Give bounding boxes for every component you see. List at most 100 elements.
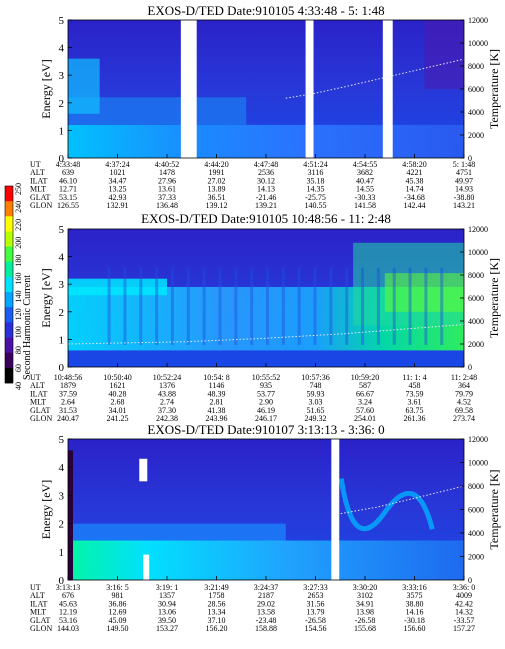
orbit-cell: 3116	[308, 168, 324, 177]
orbit-cell: 13.89	[208, 185, 226, 194]
orbit-cell: 13.79	[307, 608, 325, 617]
orbit-cell: 13.34	[208, 608, 226, 617]
heatmap-streak	[297, 267, 301, 345]
heatmap-streak	[266, 267, 269, 345]
orbit-cell: 639	[62, 168, 74, 177]
orbit-table: UTALTILATMLTGLATGLON10:48:56187937.592.6…	[30, 373, 477, 423]
orbit-cell: 35.18	[307, 176, 325, 185]
orbit-cell: 41.38	[208, 406, 226, 415]
y-tick-label: 5	[59, 434, 65, 446]
orbit-cell: 30.94	[158, 599, 176, 608]
heatmap-streak	[329, 267, 333, 345]
y-tick-label: 3	[59, 490, 65, 502]
orbit-cell: 153.27	[156, 624, 178, 633]
orbit-cell: 157.27	[453, 624, 475, 633]
orbit-cell: 1357	[159, 591, 175, 600]
y2-tick-label: 0	[468, 363, 472, 372]
colorbar-tick-label: 120	[14, 308, 23, 320]
orbit-cell: 11: 1: 4	[402, 373, 426, 382]
orbit-row-label: GLAT	[30, 616, 51, 625]
orbit-cell: 240.47	[57, 414, 79, 423]
heatmap-band	[424, 20, 464, 89]
y2-tick-label: 10000	[468, 39, 488, 48]
y2-tick-label: 12000	[468, 225, 488, 234]
y2-tick-label: 12000	[468, 16, 488, 25]
orbit-cell: -26.58	[305, 616, 326, 625]
orbit-cell: -26.58	[355, 616, 376, 625]
y2-tick-label: 2000	[468, 340, 484, 349]
orbit-row-label: GLAT	[30, 193, 51, 202]
orbit-cell: 1621	[110, 381, 126, 390]
orbit-cell: 34.01	[109, 406, 127, 415]
orbit-cell: 142.44	[404, 201, 426, 210]
orbit-cell: 3.24	[358, 398, 372, 407]
orbit-cell: 12.71	[59, 185, 77, 194]
y-tick-label: 4	[59, 43, 65, 55]
orbit-cell: 53.16	[59, 616, 77, 625]
orbit-cell: 4:47:48	[254, 160, 278, 169]
orbit-cell: 12.19	[59, 608, 77, 617]
data-gap	[180, 20, 197, 158]
orbit-cell: 2.81	[210, 398, 224, 407]
orbit-cell: 3:13:13	[56, 583, 80, 592]
y2-axis-label: Temperature [K]	[487, 469, 501, 549]
heatmap-band	[68, 523, 286, 541]
colorbar-tick-label: 240	[14, 201, 23, 213]
heatmap-streak	[281, 267, 285, 345]
y2-tick-label: 0	[468, 154, 472, 163]
orbit-cell: 3:30:20	[353, 583, 377, 592]
y2-tick-label: 6000	[468, 294, 484, 303]
y-tick-label: 2	[59, 98, 65, 110]
orbit-cell: 3.03	[309, 398, 323, 407]
orbit-cell: 458	[409, 381, 421, 390]
heatmap-band	[68, 540, 464, 580]
orbit-cell: 31.56	[307, 599, 325, 608]
orbit-cell: 10:57:36	[301, 373, 329, 382]
orbit-cell: 3.61	[408, 398, 422, 407]
orbit-cell: 2187	[258, 591, 274, 600]
orbit-cell: 2.64	[61, 398, 75, 407]
orbit-cell: 2536	[258, 168, 274, 177]
colorbar-tick-label: 80	[14, 346, 23, 354]
orbit-cell: -30.18	[404, 616, 425, 625]
orbit-cell: 364	[458, 381, 470, 390]
panels: 012345020004000600080001000012000EXOS-D/…	[30, 3, 501, 633]
orbit-cell: 149.50	[107, 624, 129, 633]
orbit-cell: 139.21	[255, 201, 277, 210]
colorbar-tick-label: 100	[14, 326, 23, 338]
orbit-row-label: ALT	[30, 591, 45, 600]
orbit-row-label: ALT	[30, 381, 45, 390]
y2-axis-label: Temperature [K]	[487, 49, 501, 129]
orbit-cell: 126.55	[57, 201, 79, 210]
orbit-cell: 2.74	[160, 398, 174, 407]
colorbar-swatch	[5, 261, 13, 278]
orbit-cell: 156.20	[206, 624, 228, 633]
orbit-cell: 31.53	[59, 406, 77, 415]
colorbar-swatch	[5, 322, 13, 338]
colorbar-tick-label: 180	[14, 255, 23, 267]
orbit-cell: 39.50	[158, 616, 176, 625]
orbit-cell: 243.96	[206, 414, 228, 423]
colorbar-swatch	[5, 201, 13, 217]
y-tick-label: 2	[59, 307, 65, 319]
orbit-cell: 935	[260, 381, 272, 390]
y-tick-label: 0	[59, 575, 65, 587]
heatmap-area	[68, 229, 464, 367]
orbit-cell: 37.59	[59, 389, 77, 398]
orbit-row-label: MLT	[30, 398, 46, 407]
orbit-cell: -25.75	[305, 193, 326, 202]
orbit-cell: 676	[62, 591, 74, 600]
y2-tick-label: 6000	[468, 85, 484, 94]
colorbar-swatch	[5, 276, 13, 293]
orbit-cell: 10:59:20	[351, 373, 379, 382]
orbit-cell: 3:21:49	[204, 583, 228, 592]
heatmap-streak	[123, 267, 127, 345]
orbit-cell: 42.93	[109, 193, 127, 202]
orbit-cell: 3575	[407, 591, 423, 600]
panel-2: 0 1 2 3 4 5 0 2000 4000 6000 8000 10000 12000 EXOS-D/…	[30, 211, 501, 423]
orbit-cell: -38.80	[454, 193, 475, 202]
orbit-cell: 13.25	[109, 185, 127, 194]
orbit-cell: 3:16: 5	[106, 583, 128, 592]
heatmap-area	[68, 20, 464, 158]
orbit-row-label: MLT	[30, 608, 46, 617]
